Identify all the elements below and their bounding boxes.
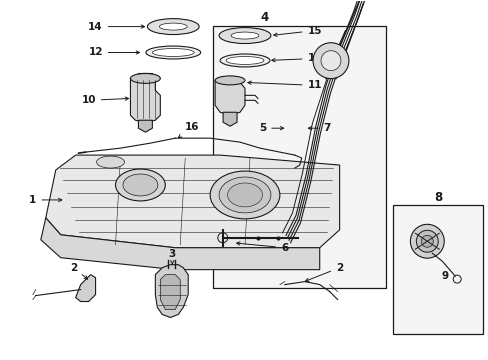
Ellipse shape <box>159 23 187 30</box>
Polygon shape <box>223 112 237 126</box>
Ellipse shape <box>130 73 160 84</box>
Ellipse shape <box>115 169 165 201</box>
Text: 5: 5 <box>259 123 283 133</box>
Text: 2: 2 <box>70 263 87 279</box>
Ellipse shape <box>145 46 200 59</box>
Ellipse shape <box>122 174 158 196</box>
Text: 1: 1 <box>29 195 61 205</box>
Text: 7: 7 <box>308 123 330 133</box>
Text: 11: 11 <box>247 80 321 90</box>
Circle shape <box>421 235 432 247</box>
Ellipse shape <box>152 49 194 57</box>
Ellipse shape <box>227 183 262 207</box>
Circle shape <box>320 51 340 71</box>
Text: 10: 10 <box>81 95 128 105</box>
Text: 8: 8 <box>433 191 441 204</box>
Circle shape <box>409 224 443 258</box>
Text: 6: 6 <box>236 242 287 253</box>
Ellipse shape <box>230 32 259 39</box>
Bar <box>392 205 482 334</box>
Ellipse shape <box>219 28 270 44</box>
Text: 16: 16 <box>178 122 199 138</box>
Polygon shape <box>130 78 160 122</box>
Text: 12: 12 <box>88 48 139 58</box>
Text: 9: 9 <box>441 271 448 281</box>
Polygon shape <box>160 275 180 310</box>
Ellipse shape <box>215 76 244 85</box>
Circle shape <box>415 230 437 252</box>
Bar <box>212 26 385 288</box>
Polygon shape <box>138 120 152 132</box>
Polygon shape <box>46 155 339 248</box>
Ellipse shape <box>147 19 199 35</box>
Polygon shape <box>155 265 188 318</box>
Text: 13: 13 <box>271 54 321 63</box>
Ellipse shape <box>96 156 124 168</box>
Text: 2: 2 <box>305 263 343 282</box>
Ellipse shape <box>219 177 270 213</box>
Polygon shape <box>76 275 95 302</box>
Ellipse shape <box>210 171 279 219</box>
Text: 14: 14 <box>88 22 144 32</box>
Polygon shape <box>215 80 244 115</box>
Ellipse shape <box>225 57 264 64</box>
Text: 3: 3 <box>168 249 176 264</box>
Ellipse shape <box>220 54 269 67</box>
Circle shape <box>312 43 348 78</box>
Text: 15: 15 <box>273 26 321 36</box>
Polygon shape <box>41 218 319 270</box>
Text: 4: 4 <box>260 11 268 24</box>
